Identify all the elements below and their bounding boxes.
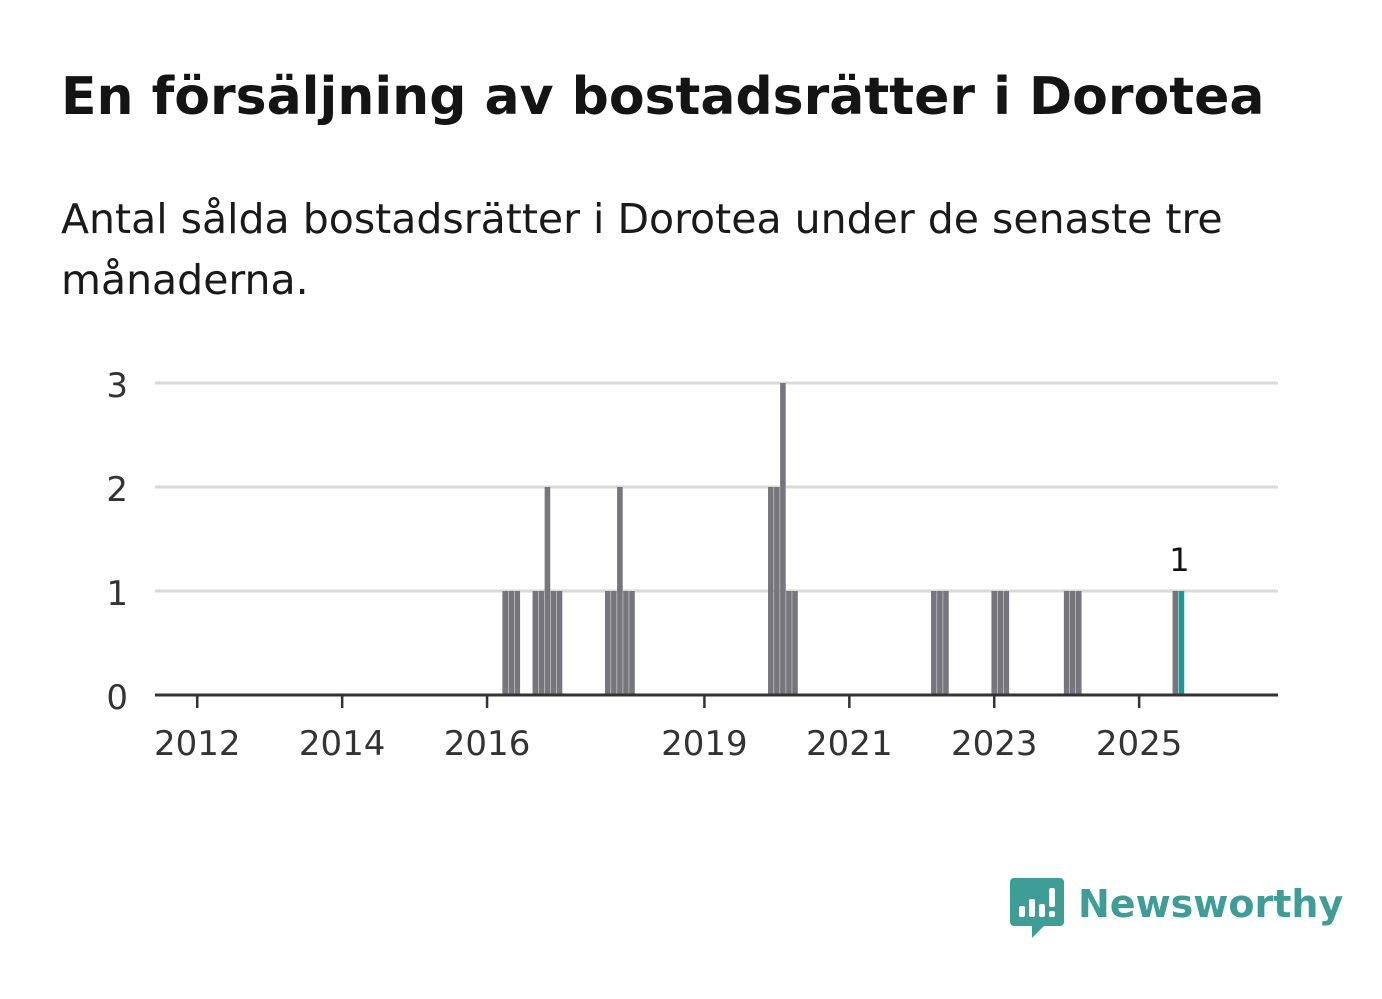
bar xyxy=(991,591,998,695)
x-tick-label: 2014 xyxy=(299,724,386,764)
bar xyxy=(937,591,943,695)
x-axis-ticks: 2012 2014 2016 2019 2021 2023 2025 xyxy=(154,695,1182,764)
x-tick-label: 2016 xyxy=(444,724,531,764)
highlight-bar xyxy=(1178,591,1185,695)
x-tick-label: 2023 xyxy=(951,724,1038,764)
brand-name: Newsworthy xyxy=(1078,882,1344,926)
bar xyxy=(1003,591,1010,695)
bar xyxy=(943,591,949,695)
y-tick-label: 1 xyxy=(106,574,128,614)
bar xyxy=(774,487,780,695)
bar xyxy=(605,591,611,695)
chart-title: En försäljning av bostadsrätter i Dorote… xyxy=(61,67,1265,127)
bar xyxy=(556,591,563,695)
bar xyxy=(629,591,635,695)
bar xyxy=(792,591,798,695)
bar xyxy=(1075,591,1082,695)
newsworthy-brand: Newsworthy xyxy=(1010,878,1343,940)
bar xyxy=(617,487,623,695)
bar xyxy=(780,383,786,695)
bar xyxy=(1063,591,1070,695)
bar xyxy=(514,591,521,695)
data-labels: 1 xyxy=(1169,541,1189,579)
bar xyxy=(997,591,1004,695)
bars xyxy=(502,383,1185,695)
bar xyxy=(538,591,545,695)
chart-subtitle: Antal sålda bostadsrätter i Dorotea unde… xyxy=(61,195,1223,304)
bar xyxy=(623,591,629,695)
x-tick-label: 2019 xyxy=(661,724,748,764)
bar xyxy=(1069,591,1076,695)
bar xyxy=(1172,591,1179,695)
y-axis-ticks: 0 1 2 3 xyxy=(106,366,128,718)
grid-lines xyxy=(155,381,1278,593)
x-tick-label: 2025 xyxy=(1096,724,1183,764)
bar xyxy=(508,591,515,695)
bar xyxy=(550,591,557,695)
bar xyxy=(786,591,792,695)
x-tick-label: 2012 xyxy=(154,724,241,764)
highlight-value-label: 1 xyxy=(1169,541,1189,579)
bar xyxy=(532,591,539,695)
bar xyxy=(544,487,551,695)
y-tick-label: 3 xyxy=(106,366,128,406)
bar xyxy=(611,591,617,695)
bar xyxy=(502,591,508,695)
x-tick-label: 2021 xyxy=(806,724,893,764)
y-tick-label: 0 xyxy=(106,678,128,718)
newsworthy-logo-icon xyxy=(1010,878,1064,938)
bar xyxy=(768,487,774,695)
bar xyxy=(931,591,937,695)
y-tick-label: 2 xyxy=(106,470,128,510)
